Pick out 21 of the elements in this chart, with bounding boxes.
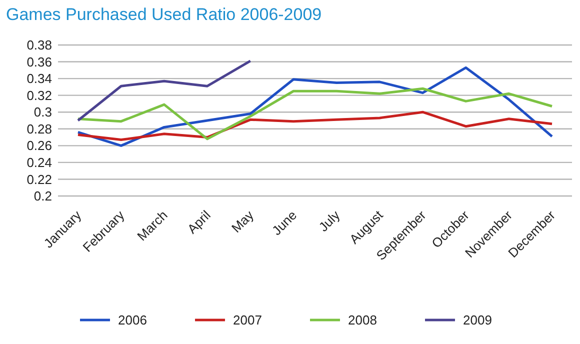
y-tick-label: 0.22 [26,172,52,187]
x-tick-label: July [316,207,344,234]
legend-label: 2007 [233,312,262,328]
legend-label: 2006 [118,312,147,328]
y-tick-label: 0.32 [26,88,52,103]
line-series [76,66,554,147]
y-tick-label: 0.36 [26,54,52,70]
line-series [76,87,554,140]
y-tick-label: 0.28 [26,121,52,136]
x-tick-label: May [228,207,257,236]
line-series [76,60,252,122]
y-tick-label: 0.34 [26,71,52,86]
y-tick-label: 0.2 [34,188,52,204]
chart-title: Games Purchased Used Ratio 2006-2009 [6,5,322,24]
legend-label: 2009 [463,312,492,328]
y-tick-label: 0.26 [26,138,52,154]
legend-label: 2008 [348,312,377,328]
y-tick-label: 0.24 [26,154,52,170]
y-tick-label: 0.38 [26,38,52,53]
line-series [76,110,554,142]
y-tick-label: 0.3 [34,104,52,120]
